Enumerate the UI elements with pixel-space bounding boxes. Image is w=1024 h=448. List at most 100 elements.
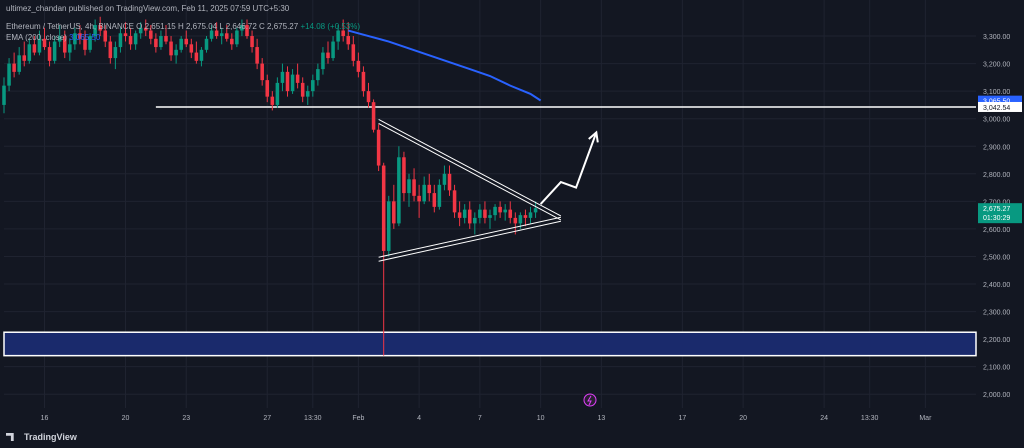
event-marker-icon[interactable] (583, 393, 597, 407)
candle (457, 201, 462, 227)
x-tick-label: 10 (537, 415, 545, 422)
price-label[interactable] (978, 95, 1022, 106)
candle (179, 36, 183, 53)
candle (503, 204, 507, 221)
candle (376, 124, 381, 172)
candle-body (27, 44, 32, 61)
candle (42, 27, 47, 50)
candle (356, 52, 361, 78)
publisher-note: ultimez_chandan published on TradingView… (6, 4, 290, 13)
ema-legend[interactable]: EMA (200, close) 3,065.50 (6, 33, 100, 42)
candle-body (462, 209, 467, 218)
candle-body (189, 44, 194, 53)
event-marker-circle (583, 393, 597, 407)
price-label[interactable] (978, 101, 1022, 112)
candle (255, 38, 259, 70)
ema-label[interactable]: EMA (200, close) (6, 33, 67, 42)
candlestick-chart[interactable]: 2,000.00 2,100.00 2,200.00 2,300.00 2,400.00… (0, 0, 1024, 428)
candle-body (88, 36, 92, 50)
candle-body (204, 38, 209, 50)
candle-body (270, 96, 275, 105)
candle-body (407, 179, 411, 194)
candle (224, 25, 229, 42)
candle (493, 204, 497, 221)
candle (326, 41, 330, 64)
candle-body (361, 71, 366, 92)
candle (478, 204, 482, 224)
candle-body (311, 80, 315, 92)
candle (473, 212, 477, 235)
candle (361, 66, 366, 97)
candle (12, 52, 16, 78)
y-tick-label: 3,300.00 (983, 34, 1010, 41)
triangle-lower-line (378, 216, 561, 258)
candle (250, 30, 254, 53)
candle-body (260, 63, 264, 81)
x-tick-label: Feb (352, 415, 364, 422)
candle (260, 58, 264, 86)
candle-body (17, 55, 21, 72)
candle-body (123, 33, 128, 37)
candle-body (174, 49, 178, 56)
candle-body (199, 49, 204, 61)
candle-body (22, 55, 27, 61)
y-tick-label: 2,200.00 (983, 337, 1010, 344)
countdown-label: 01:30:29 (983, 215, 1010, 222)
candle-body (235, 30, 239, 45)
candle-body (513, 217, 518, 224)
candle-body (230, 38, 234, 45)
x-tick-label: 24 (820, 415, 828, 422)
y-tick-label: 2,900.00 (983, 144, 1010, 151)
candle-body (371, 102, 376, 130)
triangle-upper-line (378, 119, 562, 217)
candle-body (316, 69, 320, 81)
candle-body (219, 33, 224, 37)
triangle-upper-line (378, 123, 562, 221)
symbol-legend[interactable]: Ethereum / TetherUS, 4h, BINANCE O 2,651… (6, 22, 360, 31)
y-tick-label: 3,100.00 (983, 89, 1010, 96)
x-tick-label: 4 (417, 415, 421, 422)
candle (300, 77, 305, 103)
candle (483, 201, 487, 224)
y-tick-label: 2,500.00 (983, 254, 1010, 261)
candle-body (392, 201, 396, 224)
candle-body (169, 41, 173, 56)
candle (336, 25, 340, 50)
candle-body (376, 129, 381, 166)
y-tick-label: 2,100.00 (983, 365, 1010, 372)
candle-body (62, 36, 67, 53)
candle (422, 176, 426, 205)
candle-body (118, 33, 123, 48)
candle-body (42, 38, 47, 48)
candle (98, 16, 102, 37)
candle (128, 27, 133, 50)
candle (280, 63, 285, 92)
candle (154, 33, 158, 53)
candle (78, 25, 82, 45)
price-change: +14.08 (+0.53%) (300, 22, 361, 31)
candle-body (128, 36, 133, 45)
price-label[interactable] (978, 203, 1022, 224)
candle-body (93, 25, 97, 37)
candle-body (154, 38, 158, 48)
candle-body (179, 38, 183, 50)
candle-body (503, 209, 507, 213)
candle (285, 66, 290, 97)
triangle-lower-line (378, 220, 561, 262)
candle (169, 36, 173, 61)
candle (432, 184, 437, 213)
tradingview-logo[interactable]: TradingView (6, 432, 77, 442)
candle (331, 36, 335, 61)
candle (214, 22, 219, 39)
candle-body (250, 36, 254, 48)
candle (143, 19, 148, 37)
candle-body (397, 157, 401, 224)
candle (452, 184, 457, 218)
candle (508, 201, 513, 224)
candle-body (533, 208, 538, 213)
candle-body (78, 33, 82, 39)
candle (346, 22, 351, 50)
symbol-name[interactable]: Ethereum / TetherUS, 4h, BINANCE (6, 22, 134, 31)
ema-value: 3,065.50 (69, 33, 101, 42)
